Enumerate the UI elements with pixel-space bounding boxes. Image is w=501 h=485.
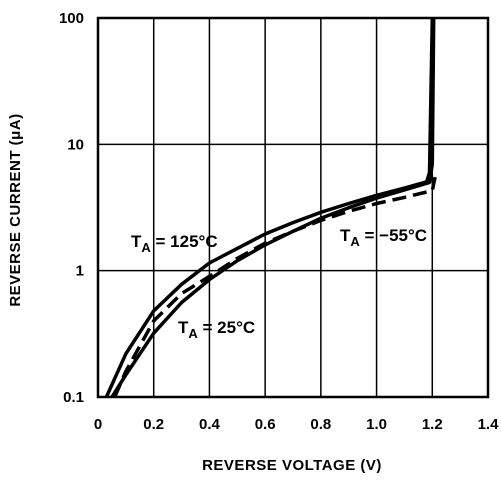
- y-axis-label: REVERSE CURRENT (μA): [7, 113, 24, 306]
- series-line-1: [104, 17, 435, 398]
- series-annotation: TA = 125°C: [131, 232, 218, 255]
- x-tick-label: 0.2: [143, 416, 164, 433]
- series-line-3: [113, 176, 437, 398]
- x-tick-label: 0.8: [310, 416, 331, 433]
- x-tick-label: 1.4: [478, 416, 500, 433]
- plot-frame: [96, 16, 490, 399]
- series-line-2: [110, 17, 436, 398]
- x-axis-label: REVERSE VOLTAGE (V): [202, 457, 382, 474]
- plot-border: [96, 16, 490, 399]
- series-annotation: TA = 25°C: [178, 318, 255, 341]
- y-tick-label: 1: [76, 263, 84, 280]
- series-group: [104, 17, 437, 398]
- x-tick-label: 0: [94, 416, 102, 433]
- x-tick-label: 0.6: [255, 416, 276, 433]
- grid: [98, 18, 488, 397]
- y-tick-label: 10: [67, 136, 84, 153]
- y-tick-label: 0.1: [63, 389, 84, 406]
- tick-labels: 0 0.2 0.4 0.6 0.8 1.0 1.2 1.4 0.1 1 10 100: [59, 10, 499, 433]
- x-tick-label: 0.4: [199, 416, 221, 433]
- annotations: TA = 125°C TA = 25°C TA = −55°C: [131, 226, 427, 341]
- series-annotation: TA = −55°C: [340, 226, 427, 249]
- x-tick-label: 1.0: [366, 416, 387, 433]
- x-tick-label: 1.2: [422, 416, 443, 433]
- y-tick-label: 100: [59, 10, 84, 27]
